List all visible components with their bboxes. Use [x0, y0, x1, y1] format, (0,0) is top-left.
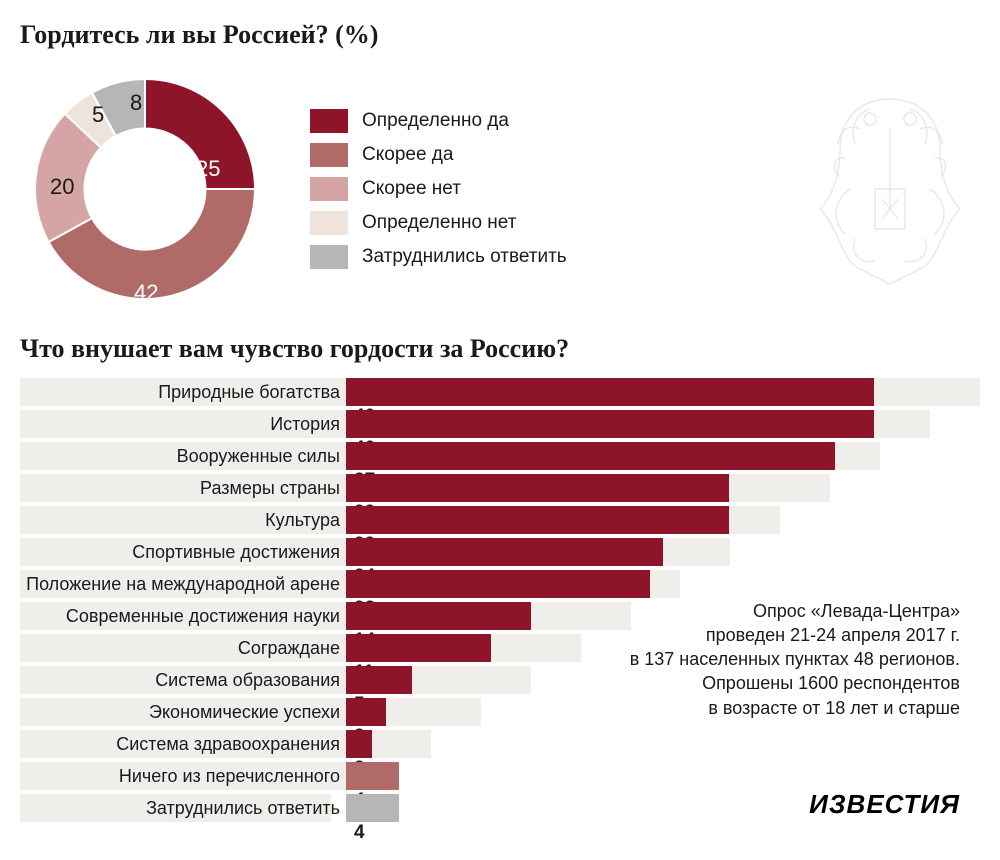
legend-label: Определенно нет [362, 212, 516, 234]
bar-track: 37 [346, 442, 980, 470]
bar-fill [346, 570, 650, 598]
bar-label: Вооруженные силы [20, 446, 346, 467]
bar-label: Культура [20, 510, 346, 531]
bar-label: Положение на международной арене [20, 574, 346, 595]
bar-track: 23 [346, 570, 980, 598]
bar-fill [346, 794, 399, 822]
bar-fill [346, 378, 874, 406]
bar-fill [346, 602, 531, 630]
bar-label: Размеры страны [20, 478, 346, 499]
bar-label: Природные богатства [20, 382, 346, 403]
legend-swatch [310, 143, 348, 167]
source-line: в 137 населенных пунктах 48 регионов. [630, 647, 960, 671]
bar-track: 40 [346, 378, 980, 406]
bar-track: 40 [346, 410, 980, 438]
bar-track: 29 [346, 506, 980, 534]
legend-label: Затруднились ответить [362, 246, 567, 268]
question-1-title: Гордитесь ли вы Россией? (%) [20, 20, 980, 50]
question-2-title: Что внушает вам чувство гордости за Росс… [20, 334, 980, 364]
legend-item: Скорее да [310, 143, 567, 167]
donut-slice-value: 25 [196, 156, 220, 182]
legend-item: Затруднились ответить [310, 245, 567, 269]
infographic-root: Гордитесь ли вы Россией? (%) 25422058 Оп… [20, 20, 980, 840]
bar-label: История [20, 414, 346, 435]
bar-row: Размеры страны29 [20, 474, 980, 502]
bar-row: Вооруженные силы37 [20, 442, 980, 470]
bar-label: Ничего из перечисленного [20, 766, 346, 787]
bar-label: Экономические успехи [20, 702, 346, 723]
bar-row: Природные богатства40 [20, 378, 980, 406]
top-row: 25 42 20 58 Определенно да Скорее да Скорее н… [20, 64, 980, 314]
bar-fill [346, 410, 874, 438]
bar-value: 4 [354, 822, 365, 843]
bar-fill [346, 506, 729, 534]
bar-track: 24 [346, 538, 980, 566]
bar-label: Современные достижения науки [20, 606, 346, 627]
bar-fill [346, 698, 386, 726]
bar-fill [346, 474, 729, 502]
donut-chart: 25 42 20 58 [20, 64, 270, 314]
bar-row: Положение на международной арене23 [20, 570, 980, 598]
legend-item: Определенно да [310, 109, 567, 133]
bar-label: Сограждане [20, 638, 346, 659]
coat-of-arms-icon [800, 89, 980, 289]
bar-fill [346, 634, 491, 662]
bar-row: Ничего из перечисленного4 [20, 762, 980, 790]
bar-row: Спортивные достижения24 [20, 538, 980, 566]
bar-label: Система образования [20, 670, 346, 691]
bar-fill [346, 666, 412, 694]
legend-label: Скорее нет [362, 178, 461, 200]
legend-item: Скорее нет [310, 177, 567, 201]
donut-slice-value: 8 [130, 90, 142, 116]
donut-legend: Определенно да Скорее да Скорее нет Определ… [310, 109, 567, 269]
source-line: проведен 21-24 апреля 2017 г. [630, 623, 960, 647]
bar-track: 4 [346, 794, 980, 822]
source-line: в возрасте от 18 лет и старше [630, 696, 960, 720]
bar-fill [346, 538, 663, 566]
legend-label: Определенно да [362, 110, 509, 132]
bar-label: Система здравоохранения [20, 734, 346, 755]
legend-label: Скорее да [362, 144, 453, 166]
bar-row: Система здравоохранения2 [20, 730, 980, 758]
bar-track: 2 [346, 730, 980, 758]
bar-fill [346, 730, 372, 758]
bar-row: История40 [20, 410, 980, 438]
bar-label: Затруднились ответить [20, 798, 346, 819]
legend-item: Определенно нет [310, 211, 567, 235]
source-line: Опрос «Левада-Центра» [630, 599, 960, 623]
bar-label: Спортивные достижения [20, 542, 346, 563]
source-note: Опрос «Левада-Центра»проведен 21-24 апре… [630, 599, 960, 720]
donut-slice-value: 5 [92, 102, 104, 128]
bar-fill [346, 762, 399, 790]
bar-track: 4 [346, 762, 980, 790]
bar-track: 29 [346, 474, 980, 502]
legend-swatch [310, 211, 348, 235]
donut-slice-value: 42 [134, 280, 158, 306]
legend-swatch [310, 177, 348, 201]
source-line: Опрошены 1600 респондентов [630, 671, 960, 695]
bar-fill [346, 442, 835, 470]
legend-swatch [310, 109, 348, 133]
bar-row: Культура29 [20, 506, 980, 534]
donut-slice-value: 20 [50, 174, 74, 200]
legend-swatch [310, 245, 348, 269]
bar-row: Затруднились ответить4 [20, 794, 980, 822]
